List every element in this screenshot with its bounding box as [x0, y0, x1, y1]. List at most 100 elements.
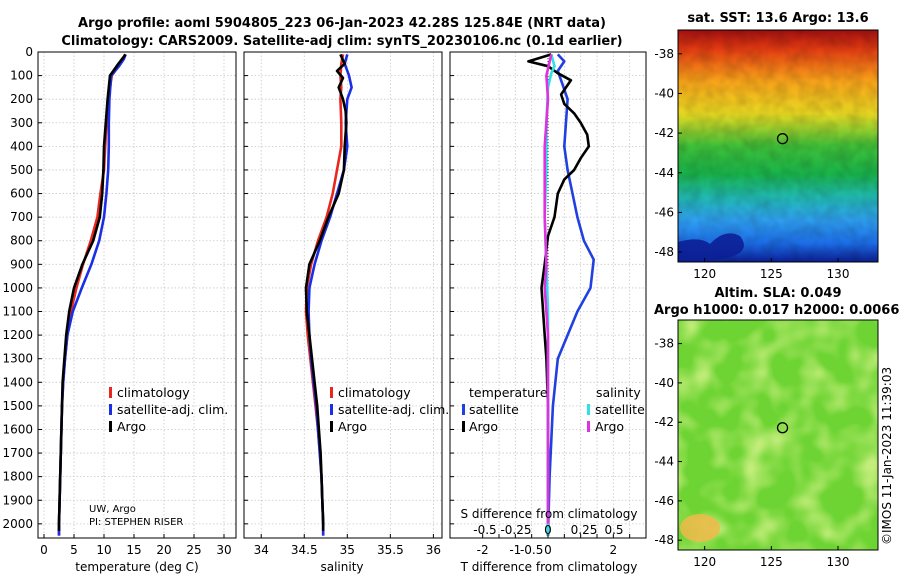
- legend-swatch-satellite-adj: [109, 404, 112, 415]
- legend-title-temperature: temperature: [469, 385, 548, 400]
- sla-map-title-line2: Argo h1000: 0.017 h2000: 0.0066: [654, 303, 899, 318]
- x-tick-label: 20: [156, 543, 171, 557]
- y-tick-label: 1600: [2, 422, 33, 436]
- sla-map-title-line1: Altim. SLA: 0.049: [715, 286, 842, 301]
- salinity-panel: 34 34.5 35 35.5 36 salinity climatology sate…: [243, 51, 449, 574]
- sst-map-texture: [678, 30, 878, 262]
- y-tick-label: 1800: [2, 470, 33, 484]
- temperature-plot-frame: [37, 51, 237, 539]
- imos-watermark: ©IMOS 11-Jan-2023 11:39:03: [880, 367, 894, 545]
- x-tick-label: -1: [509, 543, 521, 557]
- legend-swatch-sal-argo: [587, 421, 590, 432]
- legend-label-argo: Argo: [338, 419, 367, 434]
- difference-legend: temperature salinity satellite Argo sate…: [462, 385, 645, 434]
- x-tick-label: 5: [70, 543, 78, 557]
- sla-map-frame: [677, 319, 879, 551]
- x-tick-label: 34: [254, 543, 269, 557]
- difference-panel: -2 -1-0.5 0 2 T difference from climatology…: [449, 51, 647, 574]
- legend-label-argo: Argo: [117, 419, 146, 434]
- x-tick-label: 36: [426, 543, 441, 557]
- legend-label-climatology: climatology: [338, 385, 411, 400]
- y-tick-label: 0: [25, 45, 33, 59]
- legend-swatch-climatology: [109, 387, 112, 398]
- x-tick-label: 0: [40, 543, 48, 557]
- map-y-tick-label: -38: [654, 337, 674, 351]
- sst-cold-patch: [678, 233, 744, 262]
- series-line-argo: [304, 53, 348, 531]
- s-tick-label: 0: [544, 523, 552, 537]
- map-x-tick-label: 125: [760, 267, 783, 281]
- x-tick-label: 25: [186, 543, 201, 557]
- legend-swatch-sal-satellite: [587, 404, 590, 415]
- map-y-tick-label: -46: [654, 494, 674, 508]
- legend-label-sal-argo: Argo: [595, 419, 624, 434]
- sla-high-patch: [680, 514, 720, 542]
- difference-x-axis-label: T difference from climatology: [460, 560, 638, 574]
- y-tick-label: 1500: [2, 399, 33, 413]
- figure-title-line1: Argo profile: aoml 5904805_223 06-Jan-20…: [78, 16, 606, 31]
- legend-title-salinity: salinity: [596, 385, 641, 400]
- x-tick-label: 30: [216, 543, 231, 557]
- temperature-x-axis-label: temperature (deg C): [75, 560, 198, 574]
- figure-title-line2: Climatology: CARS2009. Satellite-adj cli…: [61, 34, 622, 49]
- y-tick-label: 1100: [2, 305, 33, 319]
- x-tick-label: -2: [477, 543, 489, 557]
- map-y-tick-label: -44: [654, 455, 674, 469]
- legend-label-climatology: climatology: [117, 385, 190, 400]
- y-tick-label: 1900: [2, 493, 33, 507]
- x-tick-label: 15: [126, 543, 141, 557]
- salinity-legend: climatology satellite-adj. clim. Argo: [330, 385, 449, 434]
- sla-map-texture: [678, 320, 878, 550]
- map-y-tick-label: -42: [654, 126, 674, 140]
- x-tick-label: 2: [610, 543, 618, 557]
- map-x-tick-label: 130: [827, 555, 850, 569]
- legend-swatch-argo: [109, 421, 112, 432]
- temperature-plot-background: [38, 52, 236, 538]
- s-tick-label: -0.5: [473, 523, 496, 537]
- map-y-tick-label: -42: [654, 415, 674, 429]
- map-x-tick-label: 130: [827, 267, 850, 281]
- legend-swatch-temp-satellite: [462, 404, 465, 415]
- x-tick-label: 0: [544, 543, 552, 557]
- series-line-argo: [57, 53, 127, 531]
- map-y-tick-label: -40: [654, 376, 674, 390]
- legend-swatch-temp-argo: [462, 421, 465, 432]
- legend-label-sal-satellite: satellite: [595, 402, 645, 417]
- sst-map-frame: [677, 29, 879, 263]
- x-tick-label: 34.5: [291, 543, 318, 557]
- x-tick-label: 35: [340, 543, 355, 557]
- legend-swatch-climatology: [330, 387, 333, 398]
- y-tick-label: 600: [10, 187, 33, 201]
- legend-label-temp-argo: Argo: [469, 419, 498, 434]
- y-tick-label: 1300: [2, 352, 33, 366]
- map-y-tick-label: -48: [654, 533, 674, 547]
- s-difference-ticks: -0.5 -0.25 0 0.25 0.5: [473, 523, 623, 537]
- x-tick-label: 10: [96, 543, 111, 557]
- y-tick-label: 800: [10, 234, 33, 248]
- y-tick-label: 1200: [2, 328, 33, 342]
- argo-position-marker: [776, 422, 789, 434]
- y-tick-label: 500: [10, 163, 33, 177]
- legend-label-satellite-adj: satellite-adj. clim.: [338, 402, 449, 417]
- s-tick-label: 0.25: [571, 523, 598, 537]
- x-tick-label: -0.5: [520, 543, 543, 557]
- legend-label-temp-satellite: satellite: [469, 402, 519, 417]
- sst-map-title: sat. SST: 13.6 Argo: 13.6: [687, 11, 868, 26]
- legend-label-satellite-adj: satellite-adj. clim.: [117, 402, 228, 417]
- map-y-tick-label: -40: [654, 86, 674, 100]
- sst-map-panel: sat. SST: 13.6 Argo: 13.6 120 125 130 -38 -4…: [654, 11, 879, 281]
- series-line-temperature-satellite: [546, 53, 596, 536]
- y-tick-label: 700: [10, 210, 33, 224]
- temperature-legend: climatology satellite-adj. clim. Argo: [109, 385, 228, 434]
- temperature-panel: 0 5 10 15 20 25 300100200300400500600700800900…: [2, 45, 237, 574]
- y-tick-label: 1700: [2, 446, 33, 460]
- y-tick-label: 2000: [2, 517, 33, 531]
- credit-line-2: PI: STEPHEN RISER: [89, 517, 183, 528]
- legend-swatch-satellite-adj: [330, 404, 333, 415]
- y-tick-label: 300: [10, 116, 33, 130]
- y-tick-label: 200: [10, 92, 33, 106]
- salinity-plot-frame: [243, 51, 443, 539]
- sla-map-panel: Altim. SLA: 0.049 Argo h1000: 0.017 h200…: [654, 286, 899, 569]
- x-tick-label: 35.5: [377, 543, 404, 557]
- y-tick-label: 400: [10, 139, 33, 153]
